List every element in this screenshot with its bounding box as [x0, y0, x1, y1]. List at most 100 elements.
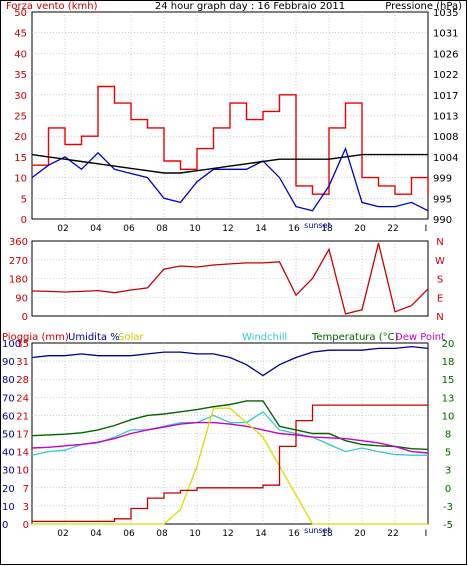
x-tick-label: 18	[321, 224, 333, 234]
wind-tick-label: 20	[14, 132, 27, 143]
direction-tick-label: 360	[9, 237, 28, 248]
wind-tick-label: 40	[14, 49, 27, 60]
humidity-label: Umidita %	[68, 332, 120, 343]
humidity-tick-label: 30	[2, 466, 15, 477]
x-tick-label: 02	[57, 529, 68, 539]
windchill-label: Windchill	[242, 332, 287, 343]
rain-tick-label: 31	[16, 357, 29, 368]
x-tick-label: 14	[255, 224, 267, 234]
temperature-tick-label: 3	[445, 466, 451, 477]
temperature-tick-label: 13	[442, 393, 455, 404]
humidity-tick-label: 90	[2, 357, 15, 368]
humidity-tick-label: 70	[2, 393, 15, 404]
x-tick-label: 08	[156, 529, 168, 539]
wind-axis-label: Forza vento (kmh)	[6, 1, 98, 12]
wind-direction-series	[31, 242, 429, 315]
pressure-tick-label: 1017	[433, 91, 458, 102]
x-tick-label: 04	[90, 529, 102, 539]
pressure-tick-label: 1026	[433, 49, 458, 60]
x-tick-label: 14	[255, 529, 267, 539]
temperature-tick-label: 5	[445, 448, 451, 459]
x-tick-label: 06	[123, 529, 135, 539]
pressure-tick-label: 1004	[433, 153, 458, 164]
wind-tick-label: 15	[14, 153, 27, 164]
x-tick-label: 10	[189, 529, 201, 539]
wind-tick-label: 5	[21, 194, 27, 205]
temperature-panel-grid	[32, 343, 428, 524]
direction-letter-label: W	[435, 256, 445, 267]
x-tick-label: I	[425, 529, 428, 539]
chart-title: 24 hour graph day : 16 Febbraio 2011	[155, 1, 345, 12]
solar-series	[32, 407, 428, 525]
pressure-tick-label: 1035	[433, 8, 458, 19]
rain-tick-label: 17	[16, 430, 29, 441]
temperature-tick-label: 10	[442, 411, 455, 422]
wind-tick-label: 10	[14, 174, 27, 185]
temperature-tick-label: 18	[442, 357, 455, 368]
rain-tick-label: 14	[16, 448, 29, 459]
x-tick-label: 16	[288, 529, 300, 539]
x-tick-label: 20	[354, 529, 366, 539]
pressure-tick-label: 990	[433, 215, 452, 226]
humidity-tick-label: 20	[2, 484, 15, 495]
rain-tick-label: 3	[23, 502, 29, 513]
rain-tick-label: 28	[16, 375, 29, 386]
sunset-label: sunset	[304, 221, 331, 230]
temperature-series	[31, 400, 429, 451]
x-tick-label: 10	[189, 224, 201, 234]
wind-average-series	[31, 146, 429, 212]
humidity-tick-label: 100	[2, 339, 21, 350]
humidity-tick-label: 0	[2, 520, 8, 531]
wind-gust-series	[32, 85, 429, 195]
rain-series	[32, 404, 428, 523]
temperature-tick-label: 20	[442, 339, 455, 350]
temperature-tick-label: 15	[442, 375, 455, 386]
temperature-tick-label: 0	[445, 484, 451, 495]
humidity-tick-label: 80	[2, 375, 15, 386]
wind-tick-label: 25	[14, 112, 27, 123]
x-tick-label: 16	[288, 224, 300, 234]
x-tick-label: 06	[123, 224, 135, 234]
pressure-tick-label: 1031	[433, 29, 458, 40]
direction-letter-label: S	[437, 275, 443, 286]
pressure-tick-label: 999	[433, 174, 452, 185]
wind-tick-label: 35	[14, 70, 27, 81]
pressure-tick-label: 1013	[433, 112, 458, 123]
x-tick-label: 08	[156, 224, 168, 234]
x-tick-label: 18	[321, 529, 333, 539]
dewpoint-series	[31, 421, 429, 454]
direction-tick-label: 0	[22, 312, 28, 323]
dewpoint-label: Dew Point	[395, 332, 445, 343]
pressure-tick-label: 1022	[433, 70, 458, 81]
pressure-tick-label: 995	[433, 194, 452, 205]
direction-tick-label: 90	[15, 293, 28, 304]
rain-tick-label: 35	[16, 339, 29, 350]
solar-label: Solar	[118, 332, 144, 343]
wind-tick-label: 50	[14, 8, 27, 19]
x-tick-label: 22	[387, 224, 398, 234]
wind-tick-label: 0	[21, 215, 27, 226]
wind-tick-label: 45	[14, 29, 27, 40]
rain-tick-label: 21	[16, 411, 29, 422]
x-tick-label: 12	[222, 224, 233, 234]
humidity-tick-label: 60	[2, 411, 15, 422]
rain-tick-label: 10	[16, 466, 29, 477]
direction-tick-label: 270	[9, 256, 28, 267]
wind-tick-label: 30	[14, 91, 27, 102]
rain-tick-label: 24	[16, 393, 29, 404]
x-tick-label: 20	[354, 224, 366, 234]
direction-letter-label: N	[436, 312, 443, 323]
humidity-tick-label: 40	[2, 448, 15, 459]
x-tick-label: I	[425, 224, 428, 234]
temperature-tick-label: -5	[443, 520, 453, 531]
pressure-series	[31, 153, 428, 174]
humidity-tick-label: 50	[2, 430, 15, 441]
temperature-label: Temperatura (°C)	[311, 332, 399, 343]
x-tick-label: 12	[222, 529, 233, 539]
x-tick-label: 22	[387, 529, 398, 539]
